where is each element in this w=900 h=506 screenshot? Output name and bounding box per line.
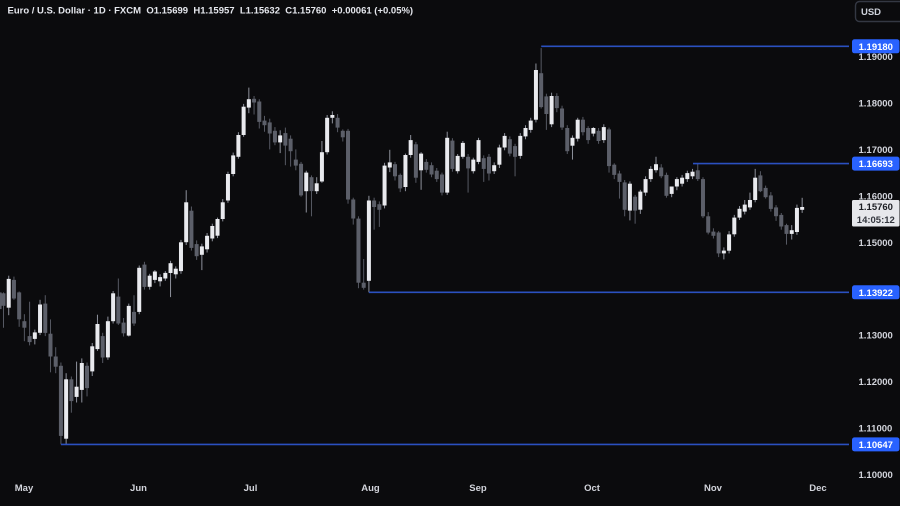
svg-text:1.12000: 1.12000 [859, 377, 893, 388]
svg-text:Jun: Jun [130, 483, 147, 494]
svg-text:May: May [15, 483, 34, 494]
svg-text:Oct: Oct [584, 483, 601, 494]
svg-text:USD: USD [861, 7, 881, 18]
svg-text:Jul: Jul [244, 483, 258, 494]
svg-text:1.11000: 1.11000 [859, 424, 893, 435]
svg-text:Nov: Nov [704, 483, 723, 494]
svg-text:1.19000: 1.19000 [859, 52, 893, 63]
svg-text:1.15000: 1.15000 [859, 238, 893, 249]
svg-text:1.16000: 1.16000 [859, 191, 893, 202]
svg-text:1.10647: 1.10647 [859, 440, 893, 451]
svg-text:1.13000: 1.13000 [859, 331, 893, 342]
svg-text:1.17000: 1.17000 [859, 145, 893, 156]
svg-text:14:05:12: 14:05:12 [857, 215, 895, 226]
svg-text:Dec: Dec [809, 483, 826, 494]
svg-text:1.15760: 1.15760 [859, 202, 893, 213]
svg-text:1.10000: 1.10000 [859, 470, 893, 481]
svg-text:1.19180: 1.19180 [859, 42, 893, 53]
svg-text:1.16693: 1.16693 [859, 159, 893, 170]
svg-text:Aug: Aug [361, 483, 380, 494]
svg-text:Euro / U.S. Dollar · 1D · FXCM: Euro / U.S. Dollar · 1D · FXCM O1.15699 … [8, 6, 414, 17]
svg-text:1.13922: 1.13922 [859, 288, 893, 299]
svg-text:Sep: Sep [469, 483, 487, 494]
svg-text:1.18000: 1.18000 [859, 98, 893, 109]
